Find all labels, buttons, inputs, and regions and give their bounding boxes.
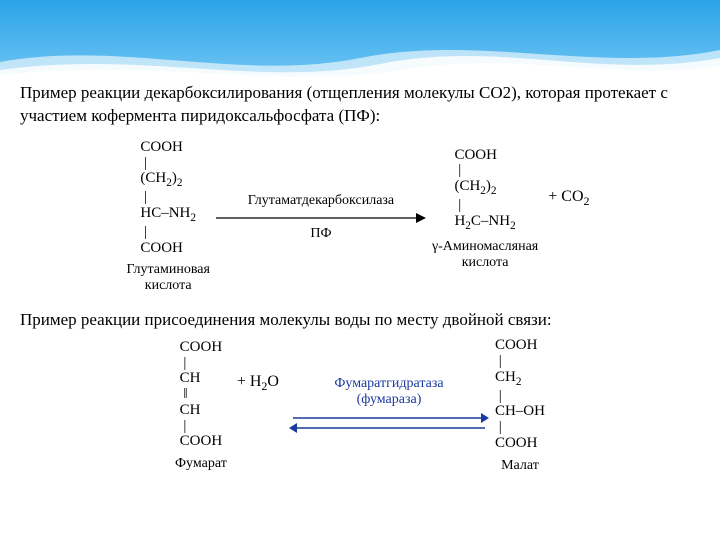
gaba: COOH | (CH2)2 | H2C–NH2 γ-Аминомасляная … xyxy=(432,148,538,271)
gaba-label: γ-Аминомасляная кислота xyxy=(432,239,538,271)
malate: COOH | CH2 | CH–OH | COOH Малат xyxy=(495,338,545,473)
slide-content: Пример реакции декарбоксилирования (отще… xyxy=(0,78,720,474)
reaction2-arrow-block: Фумаратгидратаза (фумараза) xyxy=(289,376,489,436)
reversible-arrow-icon xyxy=(289,410,489,436)
intro-text-1: Пример реакции декарбоксилирования (отще… xyxy=(20,82,700,128)
glutamic-acid: COOH | (CH2)2 | HC–NH2 | COOH Глутаминов… xyxy=(126,140,209,294)
fumarate-formula: COOH | CH ‖ CH | COOH xyxy=(180,340,223,450)
fumarate-label: Фумарат xyxy=(175,456,227,472)
cofactor-1: ПФ xyxy=(310,226,331,242)
wave-svg xyxy=(0,0,720,78)
reaction1-arrow-block: Глутаматдекарбоксилаза ПФ xyxy=(216,193,426,242)
enzyme-2: Фумаратгидратаза (фумараза) xyxy=(334,376,443,408)
reaction-1: COOH | (CH2)2 | HC–NH2 | COOH Глутаминов… xyxy=(20,140,700,294)
intro-text-2: Пример реакции присоединения молекулы во… xyxy=(20,310,700,330)
plus-h2o: + H2O xyxy=(233,373,283,394)
gaba-formula: COOH | (CH2)2 | H2C–NH2 xyxy=(454,148,515,233)
malate-label: Малат xyxy=(501,458,539,474)
glutamic-formula: COOH | (CH2)2 | HC–NH2 | COOH xyxy=(140,140,196,256)
arrow-right-icon xyxy=(216,211,426,225)
enzyme-1: Глутаматдекарбоксилаза xyxy=(248,193,394,209)
malate-formula: COOH | CH2 | CH–OH | COOH xyxy=(495,338,545,451)
reaction-2: COOH | CH ‖ CH | COOH Фумарат + H2O Фума… xyxy=(20,338,700,473)
glutamic-label: Глутаминовая кислота xyxy=(126,262,209,294)
plus-co2: + CO2 xyxy=(544,188,593,209)
fumarate: COOH | CH ‖ CH | COOH Фумарат xyxy=(175,340,227,472)
header-wave xyxy=(0,0,720,78)
